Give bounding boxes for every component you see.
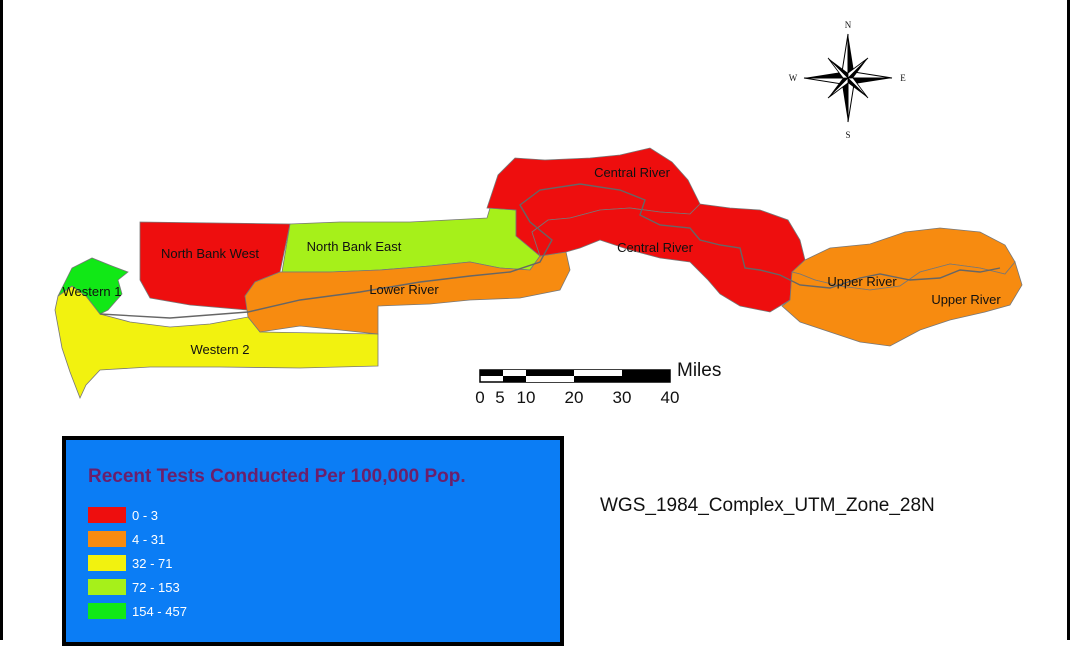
scale-tick-30: 30 (612, 388, 632, 407)
label-central-river-north: Central River (594, 165, 671, 180)
region-western-1 (57, 257, 129, 315)
scale-units-label: Miles (677, 360, 722, 381)
label-upper-river-south: Upper River (931, 292, 1001, 307)
legend-item: 4 - 31 (88, 530, 165, 548)
legend-item: 0 - 3 (88, 506, 158, 524)
scale-bar (479, 369, 671, 383)
legend-swatch (88, 555, 126, 571)
label-western-2: Western 2 (190, 342, 249, 357)
river-line (99, 183, 1001, 319)
scale-tick-labels: 0 5 10 20 30 40 (472, 388, 712, 410)
compass-west-label: W (789, 73, 798, 83)
legend-swatch (88, 507, 126, 523)
legend-title: Recent Tests Conducted Per 100,000 Pop. (88, 466, 466, 487)
frame-border-right (1067, 0, 1070, 640)
label-lower-river: Lower River (369, 282, 439, 297)
label-central-river-south: Central River (617, 240, 694, 255)
region-lower-river (244, 251, 571, 335)
label-north-bank-west: North Bank West (161, 246, 259, 261)
compass-north-label: N (845, 20, 852, 30)
legend-label: 32 - 71 (132, 555, 173, 571)
legend-swatch (88, 603, 126, 619)
region-central-river-south (531, 203, 806, 313)
scale-tick-40: 40 (660, 388, 680, 407)
label-western-1: Western 1 (62, 284, 121, 299)
legend-label: 154 - 457 (132, 603, 187, 619)
legend: Recent Tests Conducted Per 100,000 Pop. … (62, 436, 564, 646)
frame-border-left (0, 0, 3, 640)
label-north-bank-east: North Bank East (307, 239, 402, 254)
scale-tick-10: 10 (516, 388, 536, 407)
compass-east-label: E (900, 73, 906, 83)
scale-tick-0: 0 (475, 388, 485, 407)
label-upper-river-north: Upper River (827, 274, 897, 289)
legend-label: 0 - 3 (132, 507, 159, 523)
compass-south-label: S (845, 130, 850, 140)
legend-item: 32 - 71 (88, 554, 172, 572)
region-upper-river-south (781, 261, 1023, 347)
projection-label: WGS_1984_Complex_UTM_Zone_28N (600, 495, 935, 516)
legend-swatch (88, 531, 126, 547)
legend-item: 72 - 153 (88, 578, 180, 596)
scale-tick-5: 5 (495, 388, 505, 407)
scale-tick-20: 20 (564, 388, 584, 407)
legend-label: 4 - 31 (132, 531, 166, 547)
legend-item: 154 - 457 (88, 602, 187, 620)
compass-rose-icon: N S E W (789, 20, 907, 140)
legend-label: 72 - 153 (132, 579, 180, 595)
legend-swatch (88, 579, 126, 595)
